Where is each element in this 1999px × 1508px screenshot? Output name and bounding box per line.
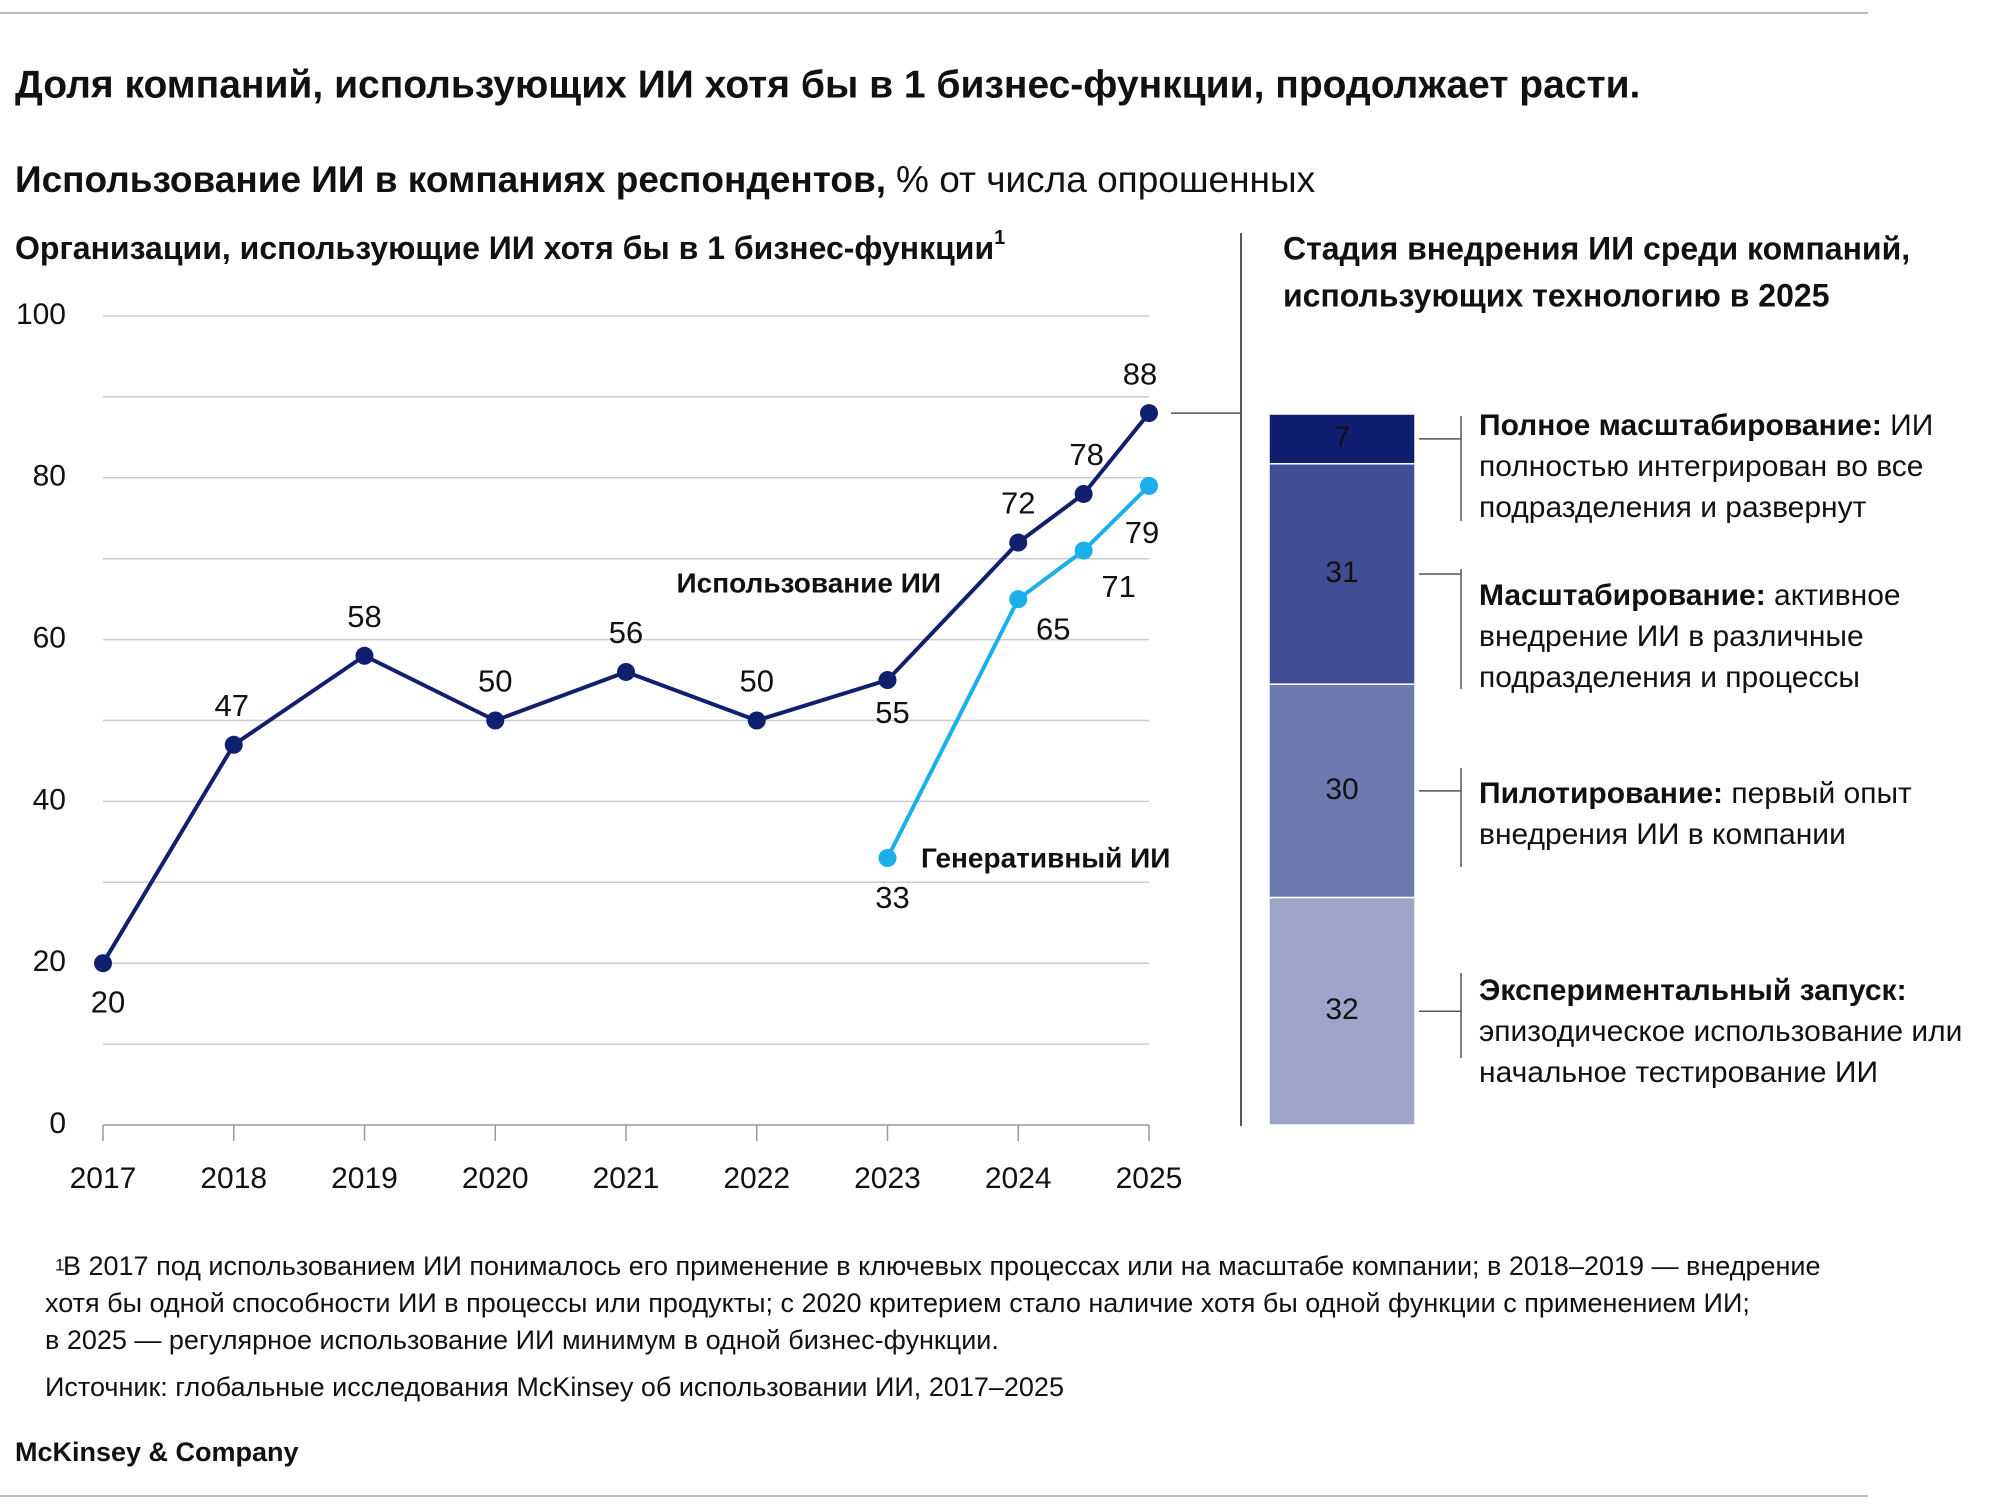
data-label: 55 xyxy=(875,695,909,730)
bar-chart-title: Стадия внедрения ИИ среди компаний, xyxy=(1283,230,1910,266)
x-tick-label: 2020 xyxy=(462,1162,529,1195)
y-tick-label: 80 xyxy=(33,460,66,493)
segment-label: 32 xyxy=(1325,993,1358,1026)
bar-segment xyxy=(1268,463,1416,685)
x-tick-label: 2024 xyxy=(985,1162,1052,1195)
data-label: 47 xyxy=(215,688,249,723)
y-tick-label: 100 xyxy=(16,298,66,331)
x-tick-label: 2018 xyxy=(200,1162,267,1195)
title-note: 1 xyxy=(994,227,1005,249)
footnote: хотя бы одной способности ИИ в процессы … xyxy=(45,1288,1750,1318)
brand: McKinsey & Company xyxy=(15,1437,299,1467)
footnote: В 2017 под использованием ИИ понималось … xyxy=(63,1251,1821,1281)
point xyxy=(1074,541,1093,560)
point xyxy=(617,662,635,681)
legend-name: Масштабирование: xyxy=(1479,579,1766,612)
point xyxy=(355,646,374,665)
footnote: в 2025 — регулярное использование ИИ мин… xyxy=(45,1325,999,1355)
subtitle-bold: Использование ИИ в компаниях респонденто… xyxy=(15,159,886,200)
legend-name: Полное масштабирование: xyxy=(1479,409,1882,442)
legend-description: эпизодическое использование или начально… xyxy=(1479,1015,1963,1089)
data-label: 50 xyxy=(478,664,512,699)
footnote-marker: 1 xyxy=(55,1255,64,1274)
segment-label: 7 xyxy=(1334,421,1351,454)
x-tick-label: 2017 xyxy=(70,1162,137,1195)
bar-segment xyxy=(1268,683,1416,899)
page-title: Доля компаний, использующих ИИ хотя бы в… xyxy=(15,63,1640,106)
segment-label: 30 xyxy=(1325,773,1358,806)
bar-chart-title: использующих технологию в 2025 xyxy=(1283,277,1829,313)
data-label: 33 xyxy=(875,880,909,915)
x-tick-label: 2025 xyxy=(1116,1162,1183,1195)
y-tick-label: 40 xyxy=(33,783,66,816)
data-label: 50 xyxy=(740,664,774,699)
point xyxy=(878,671,897,690)
series-label: Использование ИИ xyxy=(677,567,941,598)
series-label: Генеративный ИИ xyxy=(921,842,1170,873)
point xyxy=(94,954,112,973)
x-tick-label: 2021 xyxy=(593,1162,660,1195)
legend-entry: Экспериментальный запуск: эпизодическое … xyxy=(1479,970,1989,1093)
line-chart-title-text: Организации, использующие ИИ хотя бы в 1… xyxy=(15,230,994,266)
subtitle-regular: % от числа опрошенных xyxy=(896,159,1316,200)
point xyxy=(1009,590,1028,609)
x-tick-label: 2022 xyxy=(723,1162,790,1195)
point xyxy=(878,849,897,868)
data-label: 79 xyxy=(1125,515,1159,550)
point xyxy=(1074,484,1093,503)
data-label: 71 xyxy=(1101,569,1135,604)
y-tick-label: 20 xyxy=(33,945,66,978)
subtitle: Использование ИИ в компаниях респонденто… xyxy=(15,159,1316,200)
bar-segment xyxy=(1268,896,1416,1126)
x-tick-label: 2019 xyxy=(331,1162,398,1195)
point xyxy=(1009,533,1028,552)
y-tick-label: 0 xyxy=(49,1107,66,1140)
point xyxy=(747,711,766,730)
legend-entry: Пилотирование: первый опыт внедрения ИИ … xyxy=(1479,773,1989,855)
data-label: 78 xyxy=(1069,437,1103,472)
data-label: 58 xyxy=(347,599,381,634)
legend-description: первый опыт внедрения ИИ в компании xyxy=(1479,777,1912,851)
point xyxy=(486,711,505,730)
legend-entry: Масштабирование: активное внедрение ИИ в… xyxy=(1479,575,1989,698)
point xyxy=(1140,404,1158,423)
legend-entry: Полное масштабирование: ИИ полностью инт… xyxy=(1479,405,1989,528)
data-label: 20 xyxy=(91,984,125,1019)
point xyxy=(224,735,243,754)
legend-name: Экспериментальный запуск: xyxy=(1479,974,1907,1007)
data-label: 56 xyxy=(609,615,643,650)
bar-segment xyxy=(1268,413,1416,465)
data-label: 72 xyxy=(1001,486,1035,521)
series-line xyxy=(885,484,1151,859)
segment-label: 31 xyxy=(1325,556,1358,589)
line-chart-title: Организации, использующие ИИ хотя бы в 1… xyxy=(15,227,1005,266)
point xyxy=(1140,476,1158,495)
data-label: 88 xyxy=(1123,356,1157,391)
data-label: 65 xyxy=(1036,611,1070,646)
source: Источник: глобальные исследования McKins… xyxy=(45,1372,1064,1402)
x-tick-label: 2023 xyxy=(854,1162,921,1195)
legend-description: ИИ полностью интегрирован во все подразд… xyxy=(1479,409,1934,524)
legend-description: активное внедрение ИИ в различные подраз… xyxy=(1479,579,1901,694)
legend-name: Пилотирование: xyxy=(1479,777,1723,810)
series-line xyxy=(101,411,1151,965)
y-tick-label: 60 xyxy=(33,622,66,655)
